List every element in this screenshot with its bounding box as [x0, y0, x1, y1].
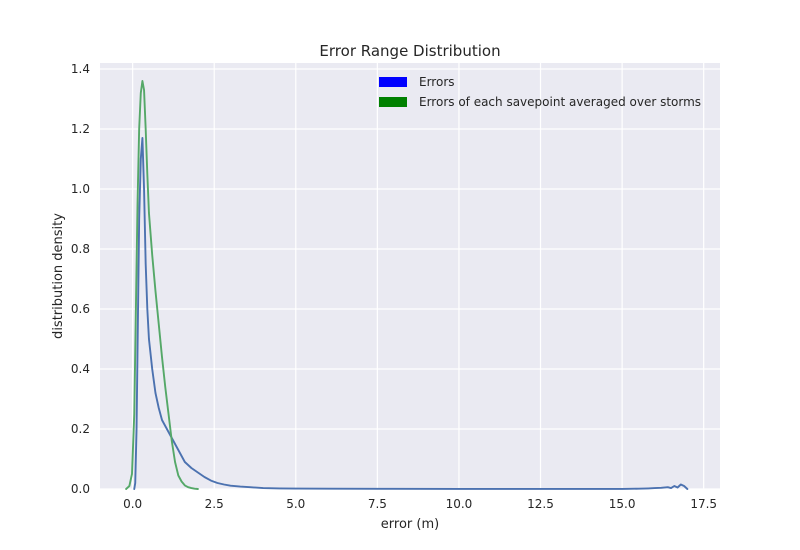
- series-layer: [125, 80, 689, 490]
- x-tick-label: 17.5: [690, 497, 717, 511]
- y-tick-label: 0.2: [71, 422, 90, 436]
- x-tick-label: 15.0: [609, 497, 636, 511]
- x-axis-label: error (m): [381, 517, 439, 532]
- x-tick-label: 2.5: [205, 497, 224, 511]
- series-line-0: [133, 137, 689, 490]
- y-tick-label: 0.4: [71, 362, 90, 376]
- y-tick-label: 1.0: [71, 182, 90, 196]
- y-tick-label: 0.8: [71, 242, 90, 256]
- y-tick-label: 1.2: [71, 122, 90, 136]
- legend-swatch-1: [379, 97, 407, 107]
- legend-label-0: Errors: [419, 75, 455, 89]
- legend-swatch-0: [379, 77, 407, 87]
- legend-label-1: Errors of each savepoint averaged over s…: [419, 95, 701, 109]
- series-line-1: [125, 80, 199, 490]
- plot-area: [100, 63, 720, 489]
- x-tick-label: 0.0: [123, 497, 142, 511]
- y-tick-label: 0.6: [71, 302, 90, 316]
- x-tick-label: 5.0: [286, 497, 305, 511]
- tick-labels: 0.0 2.5 5.0 7.5 10.0 12.5 15.0 17.5 0.0 0.2 0.4 0.6…: [71, 62, 717, 511]
- x-tick-label: 7.5: [368, 497, 387, 511]
- legend: Errors Errors of each savepoint averaged …: [379, 75, 701, 109]
- y-axis-label: distribution density: [51, 213, 66, 339]
- x-tick-label: 12.5: [527, 497, 554, 511]
- chart-title: Error Range Distribution: [319, 42, 500, 60]
- x-tick-label: 10.0: [446, 497, 473, 511]
- y-tick-label: 0.0: [71, 482, 90, 496]
- grid: [100, 63, 720, 490]
- y-tick-label: 1.4: [71, 62, 90, 76]
